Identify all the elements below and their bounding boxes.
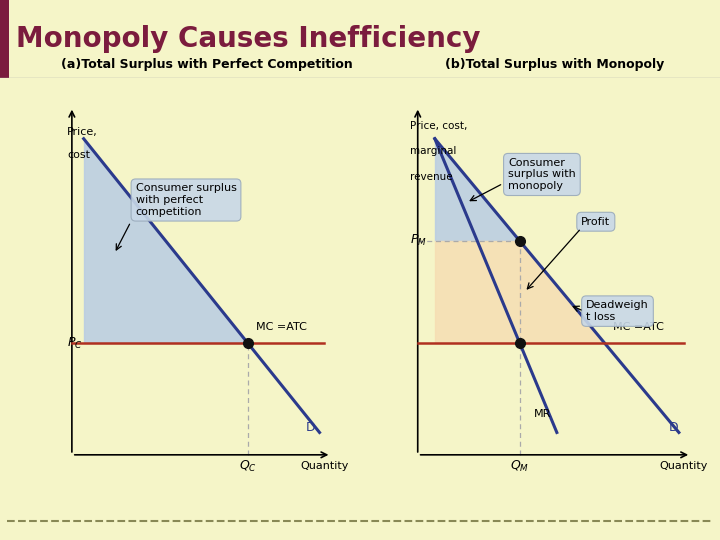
Text: $P_C$: $P_C$	[67, 335, 83, 350]
Text: Price, cost,: Price, cost,	[410, 121, 468, 131]
Text: Monopoly Causes Inefficiency: Monopoly Causes Inefficiency	[16, 25, 480, 53]
Text: Price,: Price,	[67, 127, 98, 137]
Text: (b)Total Surplus with Monopoly: (b)Total Surplus with Monopoly	[445, 58, 664, 71]
Text: revenue: revenue	[410, 172, 453, 182]
Bar	[0, 0, 9, 78]
Polygon shape	[84, 139, 248, 343]
Text: D: D	[669, 421, 679, 434]
Polygon shape	[520, 241, 605, 343]
Text: Profit: Profit	[581, 217, 611, 227]
Text: (a)Total Surplus with Perfect Competition: (a)Total Surplus with Perfect Competitio…	[61, 58, 353, 71]
Text: marginal: marginal	[410, 146, 456, 157]
Polygon shape	[435, 139, 520, 241]
Text: D: D	[305, 421, 315, 434]
Text: $Q_M$: $Q_M$	[510, 458, 529, 474]
Text: $P_M$: $P_M$	[410, 233, 427, 248]
Polygon shape	[435, 241, 520, 343]
Text: MR: MR	[534, 409, 551, 419]
Text: cost: cost	[67, 150, 90, 160]
Text: MC =ATC: MC =ATC	[256, 322, 307, 332]
Text: Deadweigh
t loss: Deadweigh t loss	[586, 300, 649, 322]
Text: Consumer
surplus with
monopoly: Consumer surplus with monopoly	[508, 158, 576, 191]
Text: MC =ATC: MC =ATC	[613, 322, 664, 332]
Text: Consumer surplus
with perfect
competition: Consumer surplus with perfect competitio…	[135, 184, 236, 217]
Text: Quantity: Quantity	[300, 461, 348, 471]
Text: Quantity: Quantity	[660, 461, 708, 471]
Text: $Q_C$: $Q_C$	[239, 458, 257, 474]
